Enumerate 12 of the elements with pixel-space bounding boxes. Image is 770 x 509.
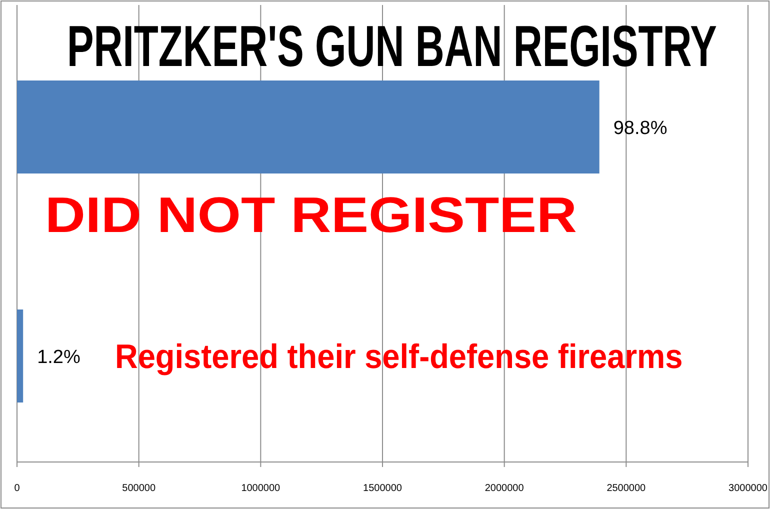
x-tick-label: 2500000 [606,483,646,494]
x-tick-label: 0 [14,483,20,494]
x-tick-label: 1000000 [241,483,281,494]
chart-title: PRITZKER'S GUN BAN REGISTRY [67,14,717,79]
x-tick-label: 500000 [122,483,156,494]
x-tick-label: 1500000 [363,483,402,494]
annotation: 1.2% [37,347,81,368]
annotation: 98.8% [613,118,668,139]
x-tick-label: 3000000 [728,483,768,494]
y-tick-label: Registered their self-defense firearms [115,336,683,376]
x-tick-label: 2000000 [484,483,524,494]
y-tick-label: DID NOT REGISTER [45,188,577,244]
